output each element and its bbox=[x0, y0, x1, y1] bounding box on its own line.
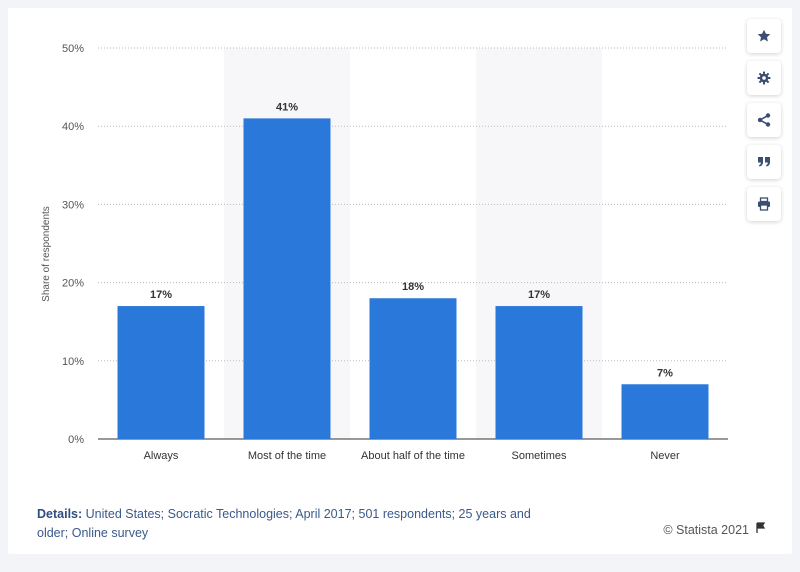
share-icon bbox=[757, 113, 771, 127]
y-axis-labels: 0% 10% 20% 30% 40% 50% bbox=[62, 43, 84, 446]
flag-icon[interactable] bbox=[755, 522, 767, 537]
bar[interactable] bbox=[117, 306, 205, 439]
y-tick-label: 10% bbox=[62, 356, 84, 368]
x-tick-label: Most of the time bbox=[248, 450, 326, 462]
y-tick-label: 40% bbox=[62, 121, 84, 133]
settings-button[interactable] bbox=[747, 61, 781, 95]
copyright-text[interactable]: © Statista 2021 bbox=[663, 522, 749, 537]
y-tick-label: 50% bbox=[62, 43, 84, 55]
gear-icon bbox=[757, 71, 771, 85]
data-labels: 17% 41% 18% 17% 7% bbox=[150, 101, 673, 379]
bar[interactable] bbox=[495, 306, 583, 439]
data-label: 17% bbox=[150, 289, 172, 301]
print-icon bbox=[757, 197, 771, 211]
cite-button[interactable] bbox=[747, 145, 781, 179]
y-tick-label: 30% bbox=[62, 199, 84, 211]
bar-chart: 17% 41% 18% 17% 7% Always Most of the time Abo… bbox=[41, 43, 728, 462]
y-tick-label: 20% bbox=[62, 278, 84, 290]
share-button[interactable] bbox=[747, 103, 781, 137]
data-label: 17% bbox=[528, 289, 550, 301]
toolbar bbox=[747, 19, 781, 229]
y-tick-label: 0% bbox=[68, 434, 84, 446]
bar[interactable] bbox=[243, 118, 331, 439]
data-label: 7% bbox=[657, 367, 673, 379]
x-tick-label: Never bbox=[650, 450, 680, 462]
favorite-button[interactable] bbox=[747, 19, 781, 53]
data-label: 18% bbox=[402, 281, 424, 293]
x-tick-label: About half of the time bbox=[361, 450, 465, 462]
details-note: Details: United States; Socratic Technol… bbox=[37, 505, 547, 543]
details-label: Details: bbox=[37, 507, 83, 521]
x-tick-label: Always bbox=[144, 450, 179, 462]
bars bbox=[117, 118, 709, 439]
chart-card: 17% 41% 18% 17% 7% Always Most of the time Abo… bbox=[8, 8, 792, 554]
y-axis-title: Share of respondents bbox=[41, 206, 52, 302]
x-tick-label: Sometimes bbox=[511, 450, 567, 462]
data-label: 41% bbox=[276, 101, 298, 113]
details-text[interactable]: United States; Socratic Technologies; Ap… bbox=[37, 507, 531, 540]
star-icon bbox=[757, 29, 771, 43]
quote-icon bbox=[757, 155, 771, 169]
bar[interactable] bbox=[621, 384, 709, 439]
print-button[interactable] bbox=[747, 187, 781, 221]
bar[interactable] bbox=[369, 298, 457, 439]
copyright: © Statista 2021 bbox=[663, 522, 767, 537]
x-axis-labels: Always Most of the time About half of the … bbox=[144, 450, 680, 462]
